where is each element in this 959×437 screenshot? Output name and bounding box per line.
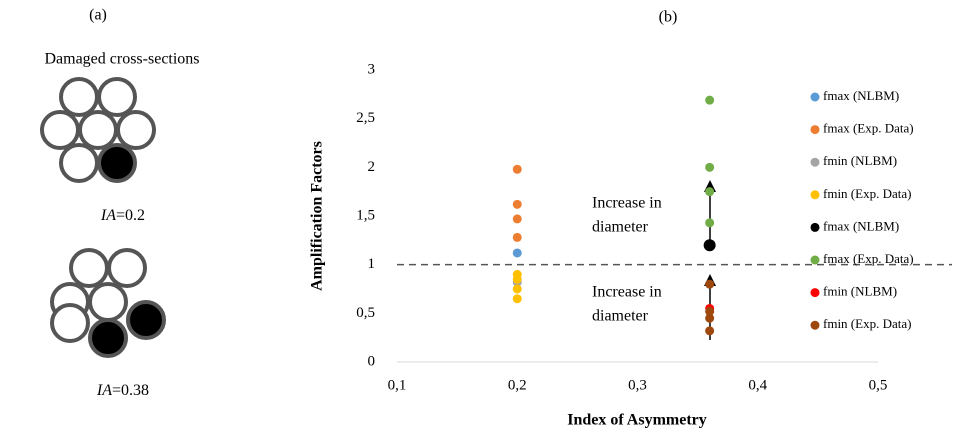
legend-label: fmin (NLBM) — [823, 153, 897, 168]
point — [512, 164, 522, 174]
x-tick-label: 0,4 — [748, 377, 767, 393]
legend-marker — [810, 190, 820, 200]
legend-marker — [810, 92, 820, 102]
x-tick-label: 0,2 — [508, 377, 527, 393]
annotation: Increase in — [592, 195, 662, 212]
y-tick-label: 3 — [368, 61, 376, 77]
legend-label: fmin (Exp. Data) — [823, 186, 911, 201]
legend-label: fmin (NLBM) — [823, 284, 897, 299]
cross-section — [50, 248, 166, 358]
point — [512, 214, 522, 224]
point — [512, 199, 522, 209]
point — [705, 95, 715, 105]
panel-label: (a) — [89, 7, 107, 24]
case-label: IA=0.2 — [100, 207, 145, 224]
x-tick-label: 0,5 — [869, 377, 888, 393]
point — [512, 248, 522, 258]
panel-title: Damaged cross-sections — [44, 51, 199, 68]
legend-label: fmax (NLBM) — [823, 218, 899, 233]
point — [703, 239, 716, 252]
point — [512, 274, 522, 284]
point — [512, 232, 522, 242]
legend-marker — [810, 125, 820, 135]
annotation: Increase in — [592, 284, 662, 301]
case-var: IA — [96, 382, 112, 399]
y-tick-label: 1 — [368, 256, 376, 272]
legend-marker — [810, 320, 820, 330]
legend-label: fmax (Exp. Data) — [823, 121, 914, 136]
legend-marker — [810, 157, 820, 167]
y-tick-label: 0,5 — [356, 305, 375, 321]
y-tick-label: 2 — [368, 159, 376, 175]
annotation: diameter — [592, 308, 649, 325]
case-value: =0.38 — [112, 382, 149, 399]
point — [705, 187, 715, 197]
point — [512, 284, 522, 294]
x-tick-label: 0,1 — [388, 377, 407, 393]
point — [705, 162, 715, 172]
point — [705, 326, 715, 336]
y-axis-title: Amplification Factors — [309, 141, 326, 291]
panel-label: (b) — [659, 9, 678, 26]
point — [705, 313, 715, 323]
cross-section — [40, 77, 156, 183]
legend-marker — [810, 222, 820, 232]
x-tick-label: 0,3 — [628, 377, 647, 393]
legend-label: fmax (Exp. Data) — [823, 251, 914, 266]
y-tick-label: 1,5 — [356, 207, 375, 223]
case-var: IA — [100, 207, 116, 224]
point — [705, 306, 715, 316]
point — [705, 279, 715, 289]
legend-label: fmin (Exp. Data) — [823, 316, 911, 331]
legend-label: fmax (NLBM) — [823, 88, 899, 103]
legend-marker — [810, 288, 820, 298]
y-tick-label: 2,5 — [356, 110, 375, 126]
y-tick-label: 0 — [368, 353, 376, 369]
annotation: diameter — [592, 219, 649, 236]
x-axis-title: Index of Asymmetry — [567, 412, 707, 429]
case-value: =0.2 — [116, 207, 145, 224]
point — [705, 218, 715, 228]
case-label: IA=0.38 — [96, 382, 149, 399]
legend-marker — [810, 255, 820, 265]
point — [512, 294, 522, 304]
